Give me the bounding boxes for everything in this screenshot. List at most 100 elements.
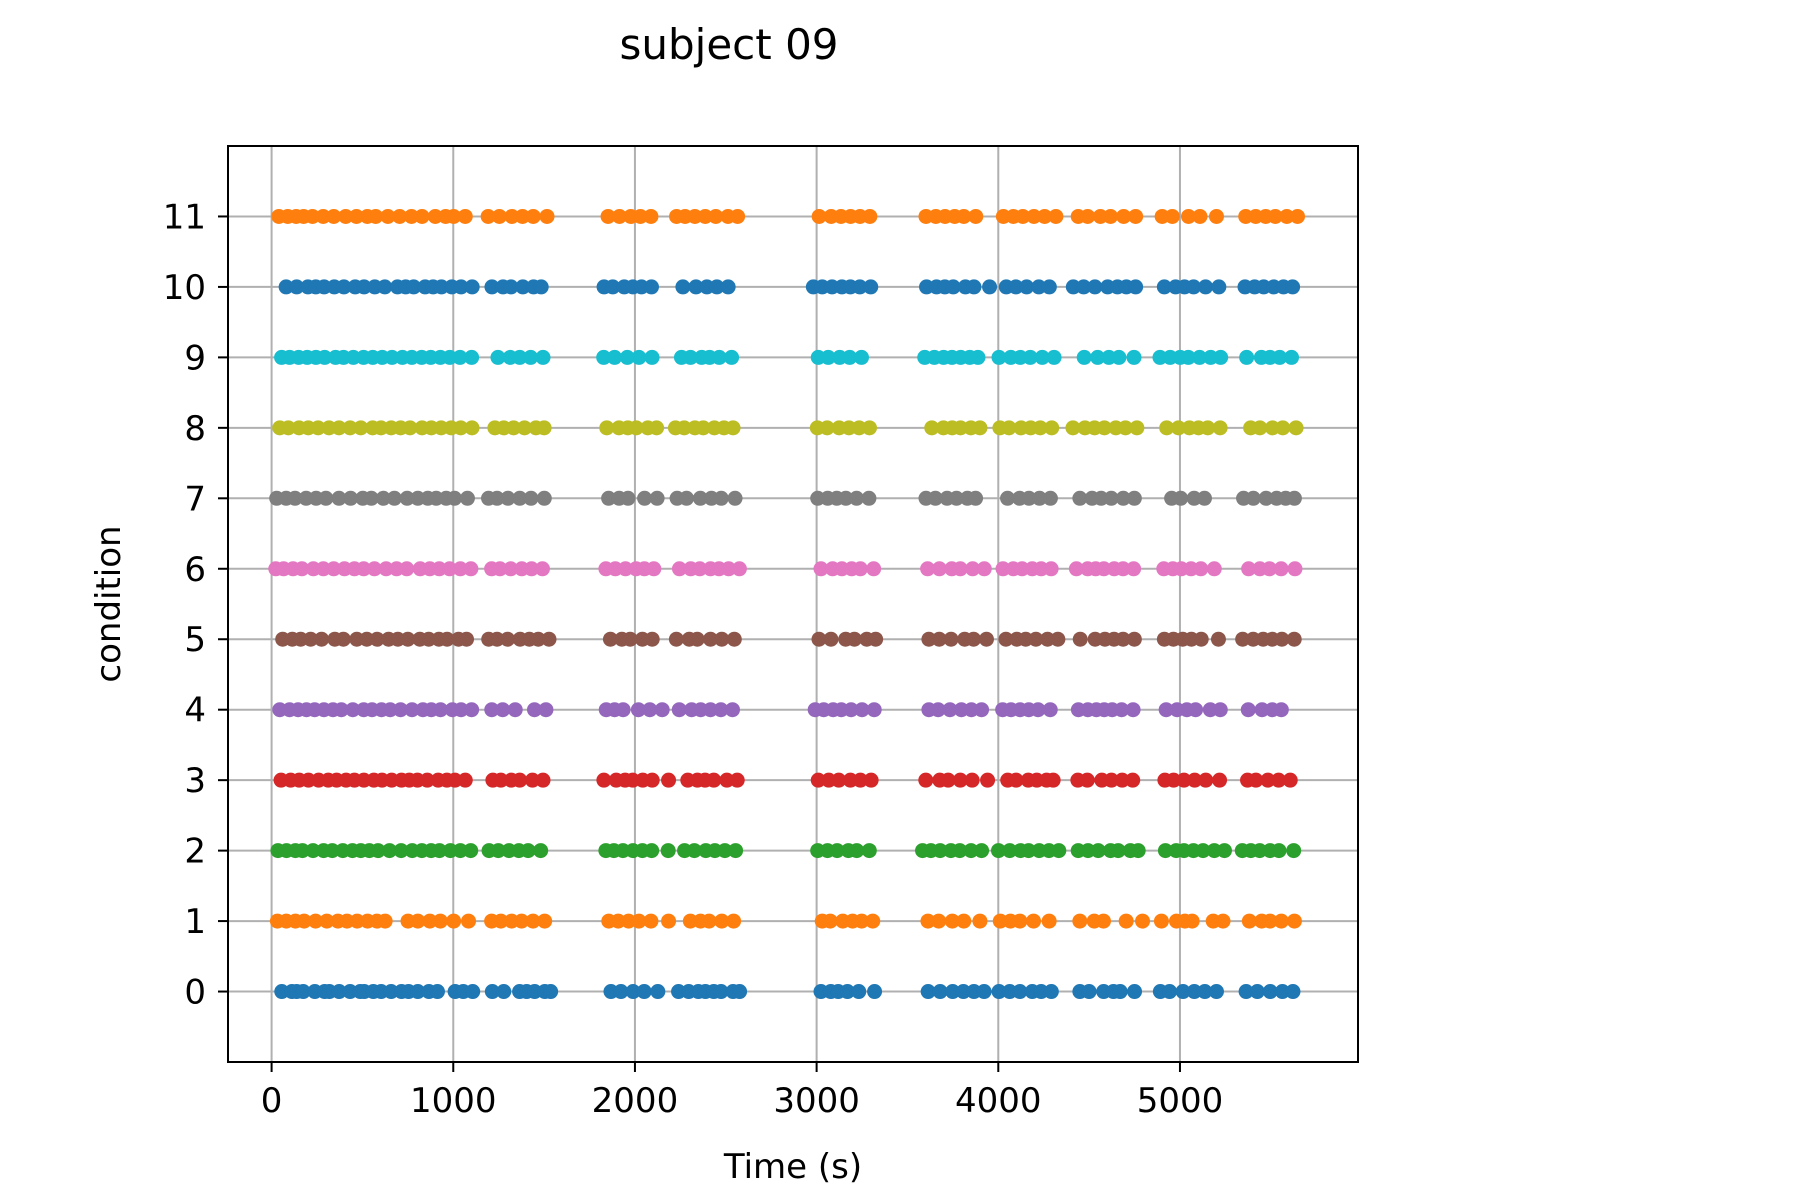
- data-point: [1079, 772, 1095, 788]
- data-point: [1072, 631, 1088, 647]
- data-point: [995, 561, 1011, 577]
- data-point: [713, 490, 729, 506]
- data-point: [621, 913, 637, 929]
- data-point: [504, 208, 520, 224]
- y-tick-label: 2: [184, 832, 206, 872]
- data-point: [422, 913, 438, 929]
- data-point: [537, 913, 553, 929]
- data-point: [1188, 702, 1204, 718]
- data-point: [852, 279, 868, 295]
- y-tick-label: 10: [163, 268, 206, 308]
- data-point: [414, 208, 430, 224]
- data-point: [541, 631, 557, 647]
- data-point: [459, 490, 475, 506]
- data-point: [410, 984, 426, 1000]
- data-point: [949, 490, 965, 506]
- data-point: [1065, 279, 1081, 295]
- data-point: [1116, 208, 1132, 224]
- data-point: [500, 631, 516, 647]
- data-point: [1208, 984, 1224, 1000]
- data-point: [1001, 420, 1017, 436]
- data-point: [1193, 561, 1209, 577]
- data-point: [1210, 631, 1226, 647]
- data-point: [966, 279, 982, 295]
- data-point: [382, 702, 398, 718]
- data-point: [525, 208, 541, 224]
- data-point: [1110, 843, 1126, 859]
- data-point: [1022, 349, 1038, 365]
- data-point: [404, 702, 420, 718]
- data-point: [1288, 420, 1304, 436]
- x-tick-label: 3000: [773, 1081, 860, 1121]
- data-point: [724, 349, 740, 365]
- data-point: [945, 984, 961, 1000]
- data-point: [1028, 631, 1044, 647]
- data-point: [920, 984, 936, 1000]
- data-point: [1115, 561, 1131, 577]
- data-point: [709, 279, 725, 295]
- data-point: [1184, 913, 1200, 929]
- data-point: [1212, 772, 1228, 788]
- data-point: [851, 420, 867, 436]
- data-point: [1258, 490, 1274, 506]
- data-point: [419, 772, 435, 788]
- data-point: [932, 843, 948, 859]
- data-point: [599, 420, 615, 436]
- data-point: [431, 843, 447, 859]
- data-point: [862, 208, 878, 224]
- data-point: [480, 208, 496, 224]
- data-point: [1239, 349, 1255, 365]
- data-point: [452, 349, 468, 365]
- data-point: [970, 349, 986, 365]
- data-point: [536, 420, 552, 436]
- data-point: [335, 631, 351, 647]
- y-tick-label: 3: [184, 761, 206, 801]
- data-point: [1032, 490, 1048, 506]
- data-point: [918, 772, 934, 788]
- data-point: [854, 913, 870, 929]
- data-point: [642, 702, 658, 718]
- data-point: [399, 561, 415, 577]
- data-point: [661, 913, 677, 929]
- data-point: [725, 420, 741, 436]
- data-point: [1198, 772, 1214, 788]
- data-point: [852, 561, 868, 577]
- data-point: [294, 843, 310, 859]
- data-point: [304, 208, 320, 224]
- data-point: [484, 279, 500, 295]
- data-point: [1076, 279, 1092, 295]
- data-point: [491, 208, 507, 224]
- data-point: [1213, 349, 1229, 365]
- data-point: [1252, 420, 1268, 436]
- data-point: [713, 702, 729, 718]
- data-point: [972, 420, 988, 436]
- data-point: [1196, 490, 1212, 506]
- data-point: [1030, 702, 1046, 718]
- data-point: [490, 349, 506, 365]
- data-point: [331, 984, 347, 1000]
- data-point: [525, 913, 541, 929]
- data-point: [671, 702, 687, 718]
- data-point: [613, 984, 629, 1000]
- data-point: [1198, 279, 1214, 295]
- data-point: [318, 490, 334, 506]
- series-condition-5: [275, 631, 1302, 647]
- data-point: [631, 913, 647, 929]
- data-point: [675, 279, 691, 295]
- data-point: [1192, 349, 1208, 365]
- data-point: [1000, 490, 1016, 506]
- data-point: [1241, 561, 1257, 577]
- data-point: [982, 279, 998, 295]
- data-point: [399, 490, 415, 506]
- y-tick-label: 4: [184, 691, 206, 731]
- data-point: [643, 208, 659, 224]
- data-point: [991, 349, 1007, 365]
- data-point: [974, 843, 990, 859]
- data-point: [1176, 772, 1192, 788]
- data-point: [1271, 843, 1287, 859]
- data-point: [849, 490, 865, 506]
- data-point: [348, 208, 364, 224]
- data-point: [1008, 279, 1024, 295]
- data-point: [1135, 913, 1151, 929]
- data-point: [1021, 490, 1037, 506]
